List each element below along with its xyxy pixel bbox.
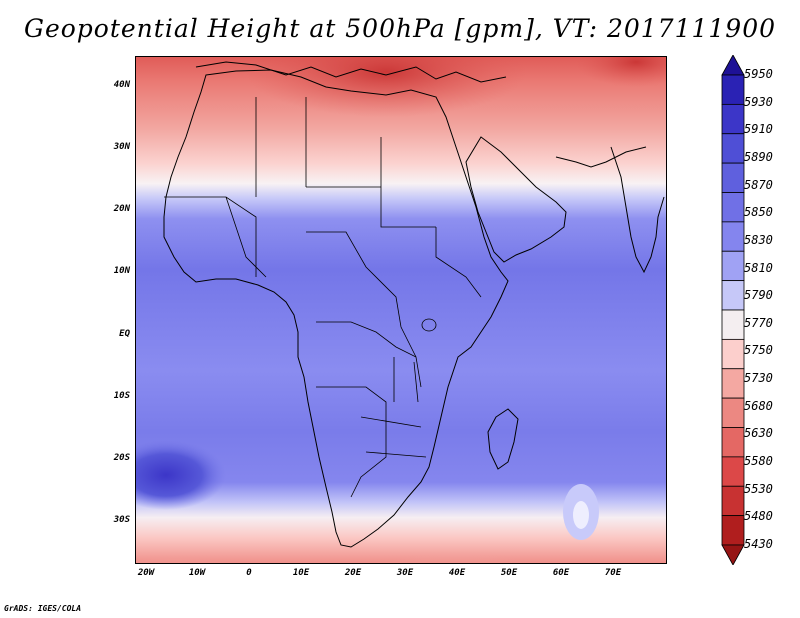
colorbar-level-label: 5730 bbox=[744, 371, 773, 386]
colorbar-swatch bbox=[721, 162, 745, 193]
geopotential-map bbox=[136, 57, 666, 563]
chart-title: Geopotential Height at 500hPa [gpm], VT:… bbox=[23, 14, 777, 43]
colorbar-swatch bbox=[721, 515, 745, 546]
colorbar-level-label: 5910 bbox=[744, 122, 773, 137]
colorbar-swatch bbox=[721, 427, 745, 458]
colorbar bbox=[721, 55, 745, 565]
lon-label: 20E bbox=[344, 568, 362, 578]
colorbar-level-label: 5890 bbox=[744, 149, 773, 164]
colorbar-swatch bbox=[721, 133, 745, 164]
colorbar-level-label: 5810 bbox=[744, 260, 773, 275]
colorbar-swatch bbox=[721, 338, 745, 370]
colorbar-level-label: 5950 bbox=[744, 67, 773, 81]
cutoff-low-core bbox=[573, 501, 589, 529]
low-center-south bbox=[336, 522, 576, 563]
map-panel bbox=[135, 56, 667, 564]
coastlines bbox=[163, 61, 665, 548]
colorbar-level-label: 5930 bbox=[744, 94, 773, 109]
colorbar-level-label: 5580 bbox=[744, 454, 773, 469]
colorbar-level-label: 5870 bbox=[744, 177, 773, 192]
lon-label: 0 bbox=[246, 568, 252, 578]
colorbar-level-label: 5630 bbox=[744, 426, 773, 441]
colorbar-level-label: 5480 bbox=[744, 509, 773, 524]
colorbar-swatch bbox=[721, 280, 745, 311]
colorbar-level-label: 5850 bbox=[744, 205, 773, 220]
colorbar-arrow-top bbox=[721, 55, 745, 76]
lat-label: 20N bbox=[113, 204, 130, 214]
lon-label: 30E bbox=[396, 568, 414, 578]
lon-label: 60E bbox=[552, 568, 570, 578]
colorbar-level-label: 5430 bbox=[744, 537, 773, 551]
lat-label: 10S bbox=[113, 391, 130, 401]
colorbar-level-label: 5830 bbox=[744, 232, 773, 247]
colorbar-arrow-bottom bbox=[721, 544, 745, 565]
colorbar-swatch bbox=[721, 485, 745, 517]
colorbar-swatch bbox=[721, 250, 745, 282]
colorbar-level-label: 5790 bbox=[744, 288, 773, 303]
lon-label: 10E bbox=[292, 568, 310, 578]
lat-label: 30N bbox=[113, 142, 130, 152]
colorbar-swatch bbox=[721, 456, 745, 487]
colorbar-swatch bbox=[721, 309, 745, 340]
country-borders bbox=[164, 97, 482, 498]
colorbar-swatch bbox=[721, 192, 745, 223]
lat-label: 40N bbox=[113, 80, 130, 90]
colorbar-swatch bbox=[721, 368, 745, 399]
colorbar-swatch bbox=[721, 74, 745, 105]
lon-label: 20W bbox=[137, 568, 155, 578]
grads-credit: GrADS: IGES/COLA bbox=[4, 604, 82, 613]
high-center-asia bbox=[576, 57, 666, 87]
low-center-southwest bbox=[136, 537, 256, 563]
arabian-peninsula bbox=[465, 136, 567, 263]
persian-gulf bbox=[555, 146, 647, 168]
lon-label: 40E bbox=[448, 568, 466, 578]
lakes bbox=[413, 318, 437, 403]
lon-label: 10W bbox=[188, 568, 206, 578]
lat-label: 30S bbox=[113, 515, 130, 525]
colorbar-level-label: 5530 bbox=[744, 481, 773, 496]
colorbar-swatch bbox=[721, 397, 745, 428]
colorbar-swatch bbox=[721, 221, 745, 252]
india-coast bbox=[610, 146, 665, 274]
colorbar-level-label: 5750 bbox=[744, 343, 773, 358]
lat-label: 10N bbox=[113, 266, 130, 276]
lat-label: EQ bbox=[119, 329, 130, 339]
lat-label: 20S bbox=[113, 453, 130, 463]
africa-coastline bbox=[163, 69, 509, 548]
europe-south bbox=[195, 61, 507, 83]
lon-label: 50E bbox=[500, 568, 518, 578]
colorbar-level-label: 5770 bbox=[744, 315, 773, 330]
height-max-atlantic bbox=[136, 440, 226, 510]
colorbar-swatch bbox=[721, 103, 745, 135]
lon-label: 70E bbox=[604, 568, 622, 578]
colorbar-level-label: 5680 bbox=[744, 398, 773, 413]
madagascar bbox=[487, 408, 519, 470]
